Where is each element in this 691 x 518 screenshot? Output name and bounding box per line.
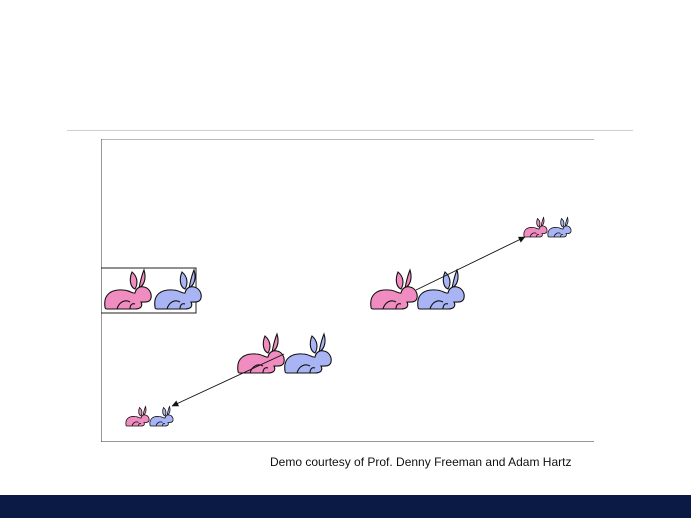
male-rabbit-icon bbox=[149, 406, 174, 427]
rabbit-population-diagram bbox=[101, 139, 594, 442]
female-rabbit-icon bbox=[523, 217, 548, 238]
offspring-arrow-down bbox=[171, 353, 285, 407]
male-rabbit-icon bbox=[547, 217, 572, 238]
female-rabbit-icon bbox=[237, 333, 285, 374]
male-rabbit-icon bbox=[284, 333, 332, 374]
female-rabbit-icon bbox=[125, 406, 150, 427]
divider-line bbox=[67, 130, 633, 131]
female-rabbit-icon bbox=[104, 269, 152, 310]
male-rabbit-icon bbox=[154, 269, 202, 310]
footer-bar bbox=[0, 495, 691, 518]
offspring-arrow-up bbox=[415, 236, 526, 291]
demo-credit-caption: Demo courtesy of Prof. Denny Freeman and… bbox=[270, 455, 572, 469]
female-rabbit-icon bbox=[370, 269, 418, 310]
male-rabbit-icon bbox=[417, 269, 465, 310]
